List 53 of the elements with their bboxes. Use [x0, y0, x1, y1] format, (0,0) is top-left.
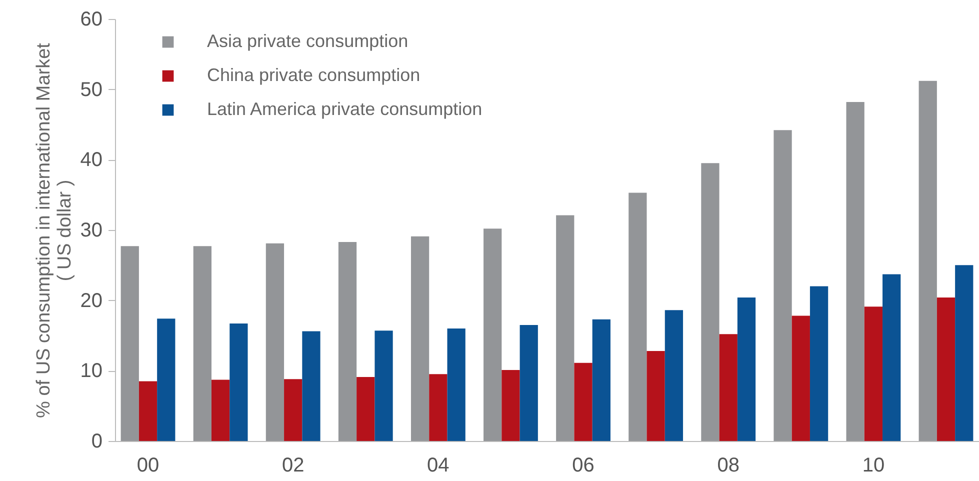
y-tick-label: 30: [80, 220, 102, 242]
y-tick-label: 20: [80, 290, 102, 312]
bar: [410, 236, 430, 441]
y-tick-label: 40: [80, 149, 102, 172]
bar: [846, 102, 864, 441]
bar: [374, 330, 393, 441]
bar: [230, 324, 248, 441]
bar: [556, 215, 574, 441]
bar: [882, 274, 901, 441]
bar: [520, 324, 538, 441]
bar: [774, 130, 792, 441]
legend-label: Asia private consumption: [207, 31, 408, 51]
bar: [338, 242, 357, 441]
bar: [484, 228, 502, 441]
x-tick-label: 02: [282, 454, 304, 476]
bar: [936, 298, 956, 441]
x-tick-label: 00: [136, 454, 160, 476]
y-tick-label: 10: [80, 360, 102, 382]
legend-label: China private consumption: [207, 65, 420, 85]
x-tick-label: 06: [572, 454, 594, 476]
bar: [356, 376, 375, 441]
bar: [120, 246, 139, 441]
bar: [502, 370, 520, 441]
bar: [646, 350, 665, 441]
bar: [864, 306, 883, 441]
bar: [810, 286, 828, 441]
bar: [266, 243, 284, 441]
x-tick-label: 10: [862, 454, 885, 476]
bar: [211, 380, 230, 441]
x-tick-label: 08: [717, 454, 740, 476]
bar: [138, 381, 158, 441]
bar: [664, 310, 684, 441]
y-tick-label: 50: [80, 78, 102, 101]
bar: [193, 246, 212, 441]
y-axis-title: % of US consumption in international Market ( US dollar ): [33, 42, 76, 418]
bar: [284, 379, 302, 441]
bar: [701, 163, 720, 441]
bar: [592, 319, 610, 441]
bar: [302, 331, 320, 441]
bar: [447, 328, 466, 441]
bar: [429, 374, 448, 441]
y-tick-label: 0: [91, 430, 102, 452]
bar: [737, 298, 756, 441]
bar: [918, 80, 937, 441]
y-tick-label: 60: [80, 8, 102, 30]
bar: [719, 334, 738, 441]
bar: [955, 265, 974, 441]
legend-label: Latin America private consumption: [207, 99, 482, 119]
bar: [628, 192, 647, 441]
bar: [157, 318, 176, 441]
bar: [792, 316, 810, 441]
bar: [574, 362, 592, 441]
x-tick-label: 04: [427, 454, 450, 476]
